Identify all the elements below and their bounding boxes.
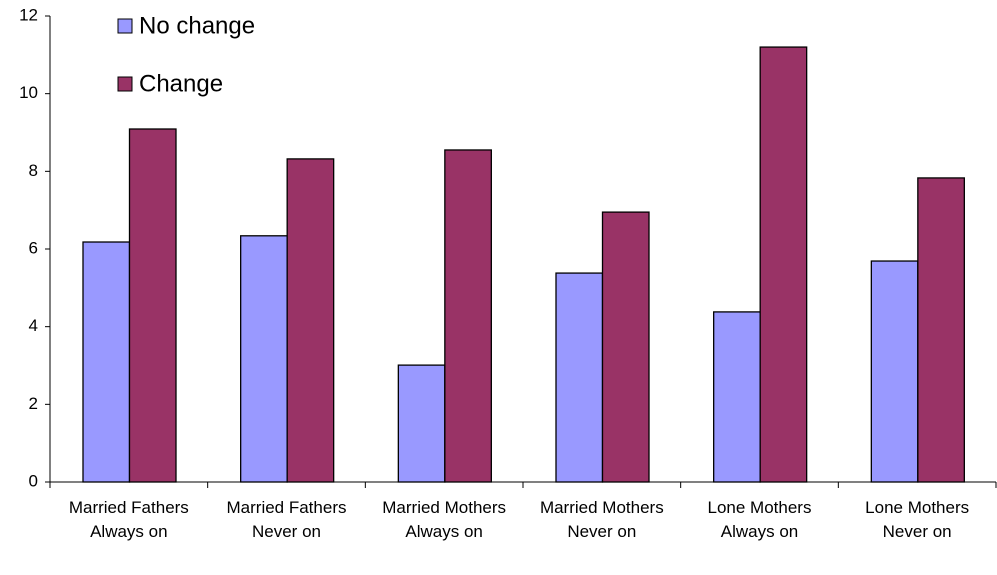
y-tick-label: 4 xyxy=(29,316,38,335)
bar xyxy=(870,260,919,483)
y-tick-label: 12 xyxy=(19,5,38,24)
bar xyxy=(128,128,177,483)
bar xyxy=(444,149,492,483)
legend-label: No change xyxy=(139,12,255,39)
bar xyxy=(713,311,761,483)
y-tick-label: 2 xyxy=(29,394,38,413)
legend-swatch xyxy=(117,18,133,34)
x-tick-label: Lone Mothers Never on xyxy=(865,498,970,541)
y-tick-label: 8 xyxy=(29,161,38,180)
x-tick-label: Lone Mothers Always on xyxy=(707,498,812,541)
bar xyxy=(82,241,131,483)
bar xyxy=(555,272,604,483)
y-tick-label: 6 xyxy=(29,238,38,257)
x-tick-label: Married Fathers Always on xyxy=(68,498,189,541)
bar xyxy=(397,364,446,483)
x-tick-label: Married Fathers Never on xyxy=(226,498,347,541)
bar xyxy=(286,158,335,483)
legend-label: Change xyxy=(139,70,223,97)
bar xyxy=(917,177,965,483)
x-tick-label: Married Mothers Always on xyxy=(382,498,507,541)
x-tick-label: Married Mothers Never on xyxy=(539,498,664,541)
legend-swatch xyxy=(117,76,133,92)
bar xyxy=(601,211,650,483)
y-tick-label: 10 xyxy=(19,83,38,102)
y-tick-label: 0 xyxy=(29,471,38,490)
bar xyxy=(759,46,808,483)
bar xyxy=(240,235,288,483)
